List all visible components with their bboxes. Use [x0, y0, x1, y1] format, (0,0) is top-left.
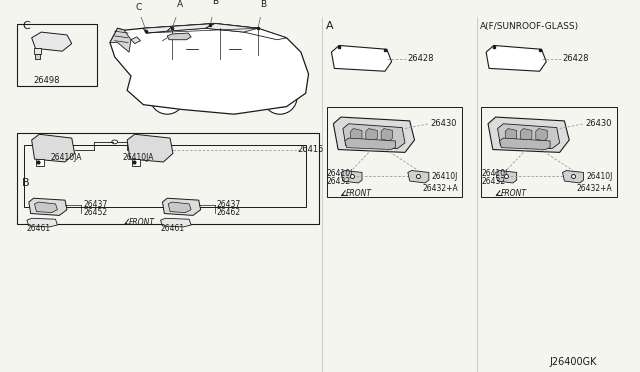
Polygon shape	[163, 198, 201, 215]
Polygon shape	[408, 170, 429, 183]
Bar	[152, 146, 157, 153]
Polygon shape	[31, 134, 75, 162]
Polygon shape	[205, 23, 258, 32]
Text: 26452: 26452	[83, 208, 108, 217]
Bar	[481, 106, 617, 197]
Text: 26432: 26432	[481, 177, 506, 186]
Circle shape	[262, 80, 297, 114]
Bar	[326, 106, 462, 197]
Polygon shape	[167, 33, 191, 40]
Text: J26400GK: J26400GK	[549, 357, 596, 368]
Text: A: A	[326, 21, 333, 31]
Text: 26410JA: 26410JA	[122, 153, 154, 162]
Text: C: C	[22, 21, 30, 31]
Bar	[43, 37, 60, 46]
Text: 26428: 26428	[408, 54, 435, 63]
Polygon shape	[35, 202, 58, 212]
Bar	[137, 146, 141, 153]
Text: 26461: 26461	[161, 224, 185, 233]
Polygon shape	[505, 129, 516, 141]
Text: 26410J: 26410J	[481, 169, 508, 178]
Text: 26437: 26437	[217, 201, 241, 209]
Polygon shape	[161, 218, 191, 227]
Polygon shape	[36, 159, 44, 166]
Text: 26410J: 26410J	[586, 172, 612, 181]
Polygon shape	[168, 202, 191, 212]
Text: FRONT: FRONT	[129, 218, 155, 227]
Polygon shape	[486, 45, 547, 71]
Polygon shape	[488, 117, 569, 153]
Bar	[56, 146, 61, 153]
Text: 26432: 26432	[326, 177, 351, 186]
Text: 26410J: 26410J	[326, 169, 353, 178]
Polygon shape	[497, 124, 559, 148]
Text: A: A	[177, 0, 182, 9]
Polygon shape	[563, 170, 584, 183]
Polygon shape	[520, 129, 532, 141]
Circle shape	[269, 87, 291, 108]
Bar	[39, 142, 66, 155]
Polygon shape	[143, 26, 172, 33]
Bar	[24, 145, 306, 207]
Circle shape	[150, 80, 184, 114]
Polygon shape	[27, 218, 58, 227]
Text: FRONT: FRONT	[346, 189, 372, 198]
Text: 26410J: 26410J	[432, 172, 458, 181]
Polygon shape	[333, 117, 415, 153]
Text: 26432+A: 26432+A	[422, 184, 458, 193]
Bar	[17, 133, 319, 224]
Text: 26428: 26428	[563, 54, 589, 63]
Text: B: B	[260, 0, 266, 9]
Text: 26437: 26437	[83, 201, 108, 209]
Polygon shape	[536, 129, 547, 141]
Text: 26430: 26430	[586, 119, 612, 128]
Text: 26462: 26462	[217, 208, 241, 217]
Text: B: B	[212, 0, 218, 6]
Polygon shape	[332, 45, 392, 71]
Text: 26430: 26430	[431, 119, 457, 128]
Text: FRONT: FRONT	[500, 189, 527, 198]
Polygon shape	[366, 129, 378, 141]
Polygon shape	[131, 37, 141, 44]
Circle shape	[157, 87, 178, 108]
Polygon shape	[110, 28, 131, 52]
Polygon shape	[143, 23, 287, 40]
Text: 26461: 26461	[27, 224, 51, 233]
Polygon shape	[341, 170, 362, 183]
Bar	[41, 146, 46, 153]
Text: 26498: 26498	[33, 76, 60, 85]
Polygon shape	[343, 124, 405, 148]
Polygon shape	[35, 54, 40, 59]
Polygon shape	[110, 23, 308, 114]
Circle shape	[159, 40, 163, 44]
Polygon shape	[496, 170, 516, 183]
Text: 26415: 26415	[297, 145, 323, 154]
Polygon shape	[381, 129, 392, 141]
Text: 26410JA: 26410JA	[51, 153, 83, 162]
Text: C: C	[136, 3, 141, 12]
Polygon shape	[167, 23, 215, 31]
Bar	[135, 142, 163, 155]
Bar	[49, 146, 54, 153]
Text: 26432+A: 26432+A	[577, 184, 612, 193]
Polygon shape	[33, 48, 41, 54]
Bar	[144, 146, 149, 153]
Polygon shape	[499, 138, 550, 150]
Polygon shape	[345, 138, 396, 150]
Text: A(F/SUNROOF-GLASS): A(F/SUNROOF-GLASS)	[481, 22, 580, 31]
Text: B: B	[22, 178, 29, 188]
Polygon shape	[132, 159, 140, 166]
Bar	[17, 23, 97, 86]
Polygon shape	[29, 198, 67, 215]
Polygon shape	[31, 32, 72, 51]
Bar	[172, 34, 184, 39]
Polygon shape	[127, 134, 173, 162]
Polygon shape	[351, 129, 362, 141]
